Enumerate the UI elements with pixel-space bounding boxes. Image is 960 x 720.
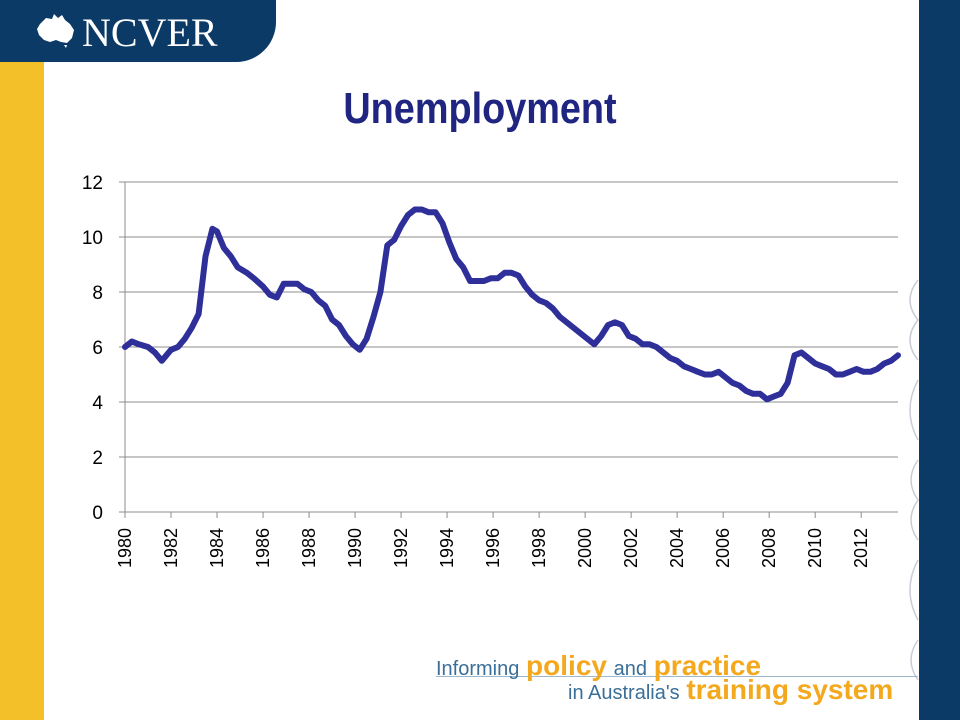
x-tick-label: 2000 — [575, 528, 595, 568]
x-tick-label: 1980 — [115, 528, 135, 568]
y-tick-label: 2 — [92, 448, 103, 469]
y-axis-tick-labels: 0 2 4 6 8 10 12 — [82, 173, 104, 524]
right-accent-bar — [919, 0, 960, 720]
x-tick-label: 1984 — [207, 528, 227, 568]
x-tick-label: 2010 — [805, 528, 825, 568]
x-tick-label: 2012 — [851, 528, 871, 568]
tagline-line-1: Informing policy and practice — [436, 650, 761, 682]
x-tick-label: 1986 — [253, 528, 273, 568]
chart-axes — [119, 181, 898, 518]
left-accent-bar — [0, 0, 44, 720]
tagline-informing: Informing — [436, 658, 520, 680]
y-tick-label: 0 — [92, 503, 103, 524]
tagline-policy: policy — [526, 650, 607, 681]
x-tick-label: 1994 — [437, 528, 457, 568]
y-tick-label: 4 — [92, 393, 103, 414]
logo-text: NCVER — [82, 10, 218, 55]
x-tick-label: 1996 — [483, 528, 503, 568]
x-tick-label: 2002 — [621, 528, 641, 568]
australia-map-icon — [37, 14, 74, 48]
chart-series — [122, 206, 901, 403]
x-axis-tick-labels: 1980 1982 1984 1986 1988 1990 1992 1994 1996 1998… — [115, 528, 871, 568]
x-tick-label: 2006 — [713, 528, 733, 568]
logo-banner: NCVER — [0, 0, 276, 62]
chart-gridlines — [125, 181, 898, 513]
y-tick-label: 8 — [92, 283, 103, 304]
y-tick-label: 12 — [82, 173, 103, 194]
tagline-rule — [436, 676, 918, 677]
decorative-outline-pattern — [909, 280, 919, 681]
tagline-practice: practice — [653, 650, 762, 681]
tagline-training-system: training system — [686, 674, 894, 705]
x-tick-label: 2004 — [667, 528, 687, 568]
unemployment-series-line — [122, 206, 901, 403]
tagline-in-australias: in Australia's — [568, 682, 680, 704]
y-tick-label: 6 — [92, 338, 103, 359]
x-tick-label: 2008 — [759, 528, 779, 568]
x-tick-label: 1988 — [299, 528, 319, 568]
y-tick-label: 10 — [82, 228, 103, 249]
x-tick-label: 1998 — [529, 528, 549, 568]
x-tick-label: 1982 — [161, 528, 181, 568]
tagline-line-2: in Australia's training system — [568, 674, 893, 706]
x-tick-label: 1992 — [391, 528, 411, 568]
x-tick-label: 1990 — [345, 528, 365, 568]
slide-title: Unemployment — [343, 84, 617, 133]
tagline-and: and — [613, 658, 648, 680]
